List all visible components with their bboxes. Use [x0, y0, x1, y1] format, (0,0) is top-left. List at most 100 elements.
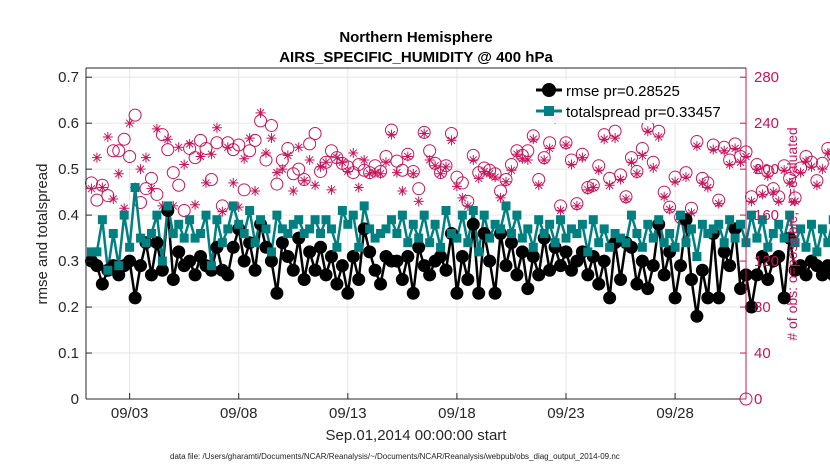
- rmse-point: [264, 254, 278, 268]
- rmse-point: [559, 245, 573, 259]
- x-tick-label: 09/28: [656, 405, 694, 422]
- rmse-point: [439, 263, 453, 277]
- ticks: 09/03 09/08 09/13 09/18 09/23 09/28 0 0.1 0.2 0.3…: [58, 69, 779, 422]
- obs-evaluated-point: [648, 162, 659, 173]
- y-axis-label-right: # of obs: o=possible; ∗=evaluated: [784, 127, 800, 340]
- obs-evaluated-point: [615, 174, 626, 185]
- obs-possible-point: [106, 144, 120, 158]
- spread-point: [119, 210, 129, 220]
- rmse-point: [521, 282, 535, 296]
- obs-possible-point: [248, 133, 262, 147]
- rmse-point: [504, 236, 518, 250]
- spread-point: [648, 233, 658, 243]
- spread-point: [408, 219, 418, 229]
- obs-possible-point: [155, 128, 169, 142]
- chart-title-line1: Northern Hemisphere: [339, 29, 492, 46]
- obs-evaluated-point: [539, 154, 550, 165]
- rmse-point: [723, 259, 737, 273]
- rmse-point: [330, 277, 344, 291]
- rmse-point: [483, 254, 497, 268]
- spread-point: [250, 238, 260, 248]
- rmse-point: [630, 277, 644, 291]
- obs-evaluated-point: [206, 149, 217, 160]
- spread-point: [452, 233, 462, 243]
- rmse-point: [248, 263, 262, 277]
- y-tick-label: 0.5: [58, 161, 79, 178]
- y-axis-label: rmse and totalspread: [34, 164, 51, 305]
- obs-evaluated-point: [708, 144, 719, 155]
- obs-evaluated-point: [228, 177, 239, 188]
- spread-point: [97, 215, 107, 225]
- spread-point: [605, 242, 615, 252]
- rmse-point: [308, 263, 322, 277]
- spread-point: [108, 229, 118, 238]
- obs-possible-point: [319, 155, 333, 169]
- obs-evaluated-point: [757, 189, 768, 200]
- rmse-point: [155, 263, 169, 277]
- spread-point: [359, 201, 369, 211]
- rmse-point: [750, 268, 764, 282]
- spread-point: [823, 238, 830, 248]
- spread-point: [190, 233, 200, 243]
- spread-point: [239, 229, 249, 238]
- rmse-point: [499, 259, 513, 273]
- obs-possible-point: [150, 187, 164, 201]
- spread-point: [757, 215, 767, 225]
- spread-point: [266, 247, 276, 257]
- obs-evaluated-point: [468, 154, 479, 165]
- y-tick-label: 0.7: [58, 69, 79, 86]
- spread-point: [714, 219, 724, 229]
- rmse-point: [684, 272, 698, 286]
- obs-evaluated-point: [822, 148, 830, 159]
- spread-point: [768, 229, 778, 238]
- obs-evaluated-point: [217, 206, 228, 217]
- spread-point: [588, 215, 598, 225]
- obs-evaluated-point: [631, 168, 642, 179]
- obs-evaluated-point: [381, 157, 391, 168]
- spread-point: [386, 215, 396, 225]
- obs-evaluated-point: [146, 183, 157, 194]
- spread-point: [577, 219, 587, 229]
- spread-point: [621, 238, 631, 248]
- spread-point: [376, 229, 386, 238]
- rmse-point: [226, 240, 240, 254]
- spread-point: [436, 242, 446, 252]
- spread-point: [326, 224, 336, 234]
- obs-evaluated-point: [331, 152, 342, 163]
- obs-evaluated-point: [419, 128, 430, 139]
- spread-point: [785, 210, 795, 220]
- spread-point: [294, 215, 304, 225]
- obs-possible-point: [292, 162, 306, 176]
- obs-evaluated-point: [321, 157, 331, 168]
- x-tick-label: 09/13: [329, 405, 367, 422]
- spread-point: [370, 233, 380, 243]
- obs-evaluated-point: [451, 181, 462, 192]
- x-tick-label: 09/18: [438, 405, 476, 422]
- obs-evaluated-point: [664, 204, 675, 215]
- rmse-point: [166, 272, 180, 286]
- obs-evaluated-point: [348, 148, 359, 159]
- spread-point: [779, 233, 789, 243]
- rmse-point: [461, 272, 475, 286]
- spread-point: [174, 219, 184, 229]
- rmse-point: [172, 245, 186, 259]
- spread-point: [212, 215, 222, 225]
- obs-evaluated-point: [119, 203, 130, 214]
- legend-rmse-marker: [542, 83, 556, 97]
- obs-evaluated-point: [337, 157, 348, 168]
- rmse-point: [603, 291, 617, 305]
- spread-point: [217, 238, 227, 248]
- obs-evaluated-point: [735, 157, 746, 168]
- obs-possible-point: [243, 144, 257, 158]
- obs-evaluated-point: [588, 182, 599, 193]
- rmse-point: [668, 291, 682, 305]
- legend-rmse-label: rmse pr=0.28525: [566, 83, 680, 100]
- obs-evaluated-point: [435, 168, 446, 179]
- obs-evaluated-point: [102, 131, 113, 142]
- legend: rmse pr=0.28525 totalspread pr=0.33457: [531, 79, 736, 123]
- data-file-footer: data file: /Users/gharamti/Documents/NCA…: [170, 452, 620, 461]
- spread-point: [725, 215, 735, 225]
- rmse-point: [554, 259, 568, 273]
- obs-evaluated-point: [779, 165, 790, 176]
- y-right-tick-label: 0: [754, 391, 762, 408]
